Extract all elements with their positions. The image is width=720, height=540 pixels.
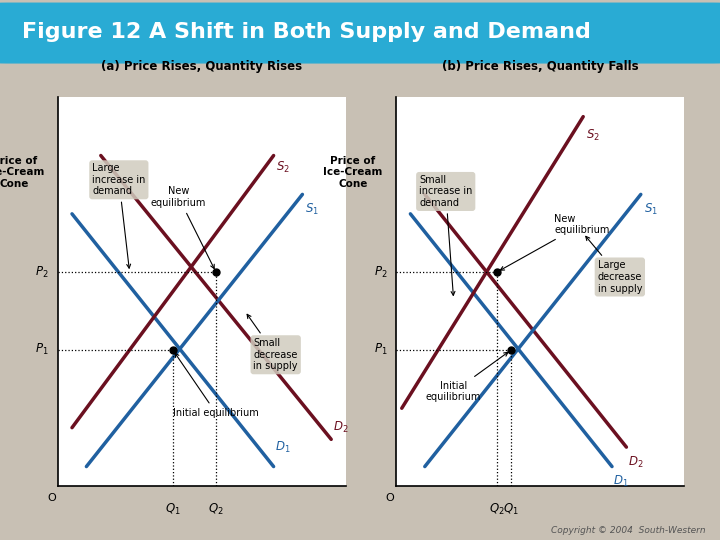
Text: $D_1$: $D_1$ <box>275 440 291 455</box>
Text: $S_2$: $S_2$ <box>586 129 600 144</box>
Text: Price of
Ice-Cream
Cone: Price of Ice-Cream Cone <box>323 156 382 188</box>
Text: Small
increase in
demand: Small increase in demand <box>419 175 472 295</box>
Text: (a) Price Rises, Quantity Rises: (a) Price Rises, Quantity Rises <box>101 59 302 72</box>
Text: $Q_2$: $Q_2$ <box>489 502 505 517</box>
Text: $D_2$: $D_2$ <box>628 455 644 470</box>
Text: Copyright © 2004  South-Western: Copyright © 2004 South-Western <box>551 525 706 535</box>
Text: Figure 12 A Shift in Both Supply and Demand: Figure 12 A Shift in Both Supply and Dem… <box>22 22 590 43</box>
Text: $D_1$: $D_1$ <box>613 474 629 489</box>
Text: $P_1$: $P_1$ <box>35 342 49 357</box>
Text: $P_2$: $P_2$ <box>374 265 387 280</box>
Text: Initial equilibrium: Initial equilibrium <box>173 353 259 418</box>
Text: O: O <box>48 492 56 503</box>
Text: $Q_1$: $Q_1$ <box>503 502 519 517</box>
Text: $S_1$: $S_1$ <box>305 202 319 217</box>
Text: (b) Price Rises, Quantity Falls: (b) Price Rises, Quantity Falls <box>441 59 639 72</box>
Text: Initial
equilibrium: Initial equilibrium <box>426 352 508 402</box>
Text: O: O <box>386 492 395 503</box>
Text: $S_2$: $S_2$ <box>276 159 290 174</box>
Text: $S_1$: $S_1$ <box>644 202 657 217</box>
FancyBboxPatch shape <box>0 3 720 63</box>
Text: $D_2$: $D_2$ <box>333 420 348 435</box>
Text: $P_1$: $P_1$ <box>374 342 387 357</box>
Text: Large
decrease
in supply: Large decrease in supply <box>586 237 642 294</box>
Text: $Q_1$: $Q_1$ <box>165 502 181 517</box>
Text: Price of
Ice-Cream
Cone: Price of Ice-Cream Cone <box>0 156 44 188</box>
Text: New
equilibrium: New equilibrium <box>500 214 610 270</box>
Text: $P_2$: $P_2$ <box>35 265 49 280</box>
Text: New
equilibrium: New equilibrium <box>151 186 215 268</box>
Text: $Q_2$: $Q_2$ <box>208 502 224 517</box>
Text: Small
decrease
in supply: Small decrease in supply <box>247 314 298 372</box>
Text: Large
increase in
demand: Large increase in demand <box>92 163 145 268</box>
